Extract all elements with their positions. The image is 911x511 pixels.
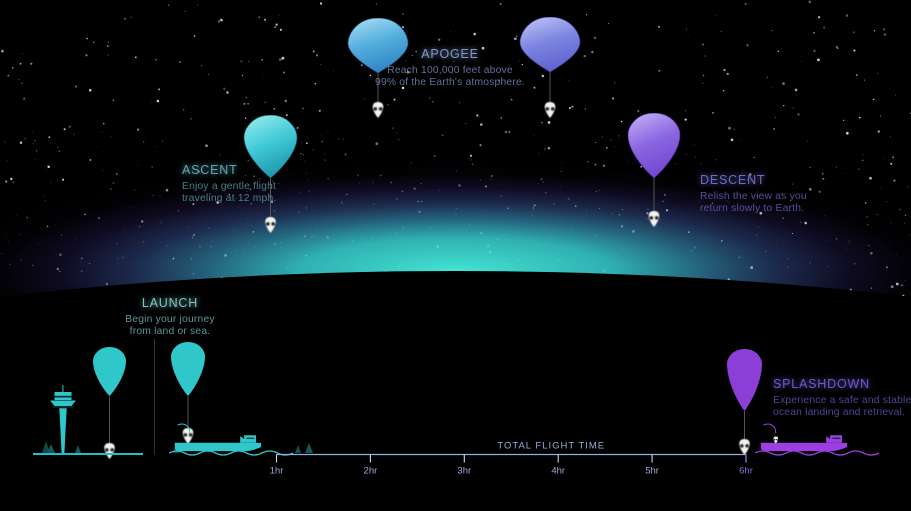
- svg-text:TOTAL FLIGHT TIME: TOTAL FLIGHT TIME: [497, 441, 605, 452]
- svg-text:5hr: 5hr: [645, 466, 659, 477]
- svg-text:4hr: 4hr: [551, 466, 565, 477]
- svg-text:6hr: 6hr: [739, 466, 753, 477]
- svg-text:2hr: 2hr: [364, 466, 378, 477]
- svg-text:1hr: 1hr: [270, 466, 284, 477]
- svg-text:3hr: 3hr: [457, 466, 471, 477]
